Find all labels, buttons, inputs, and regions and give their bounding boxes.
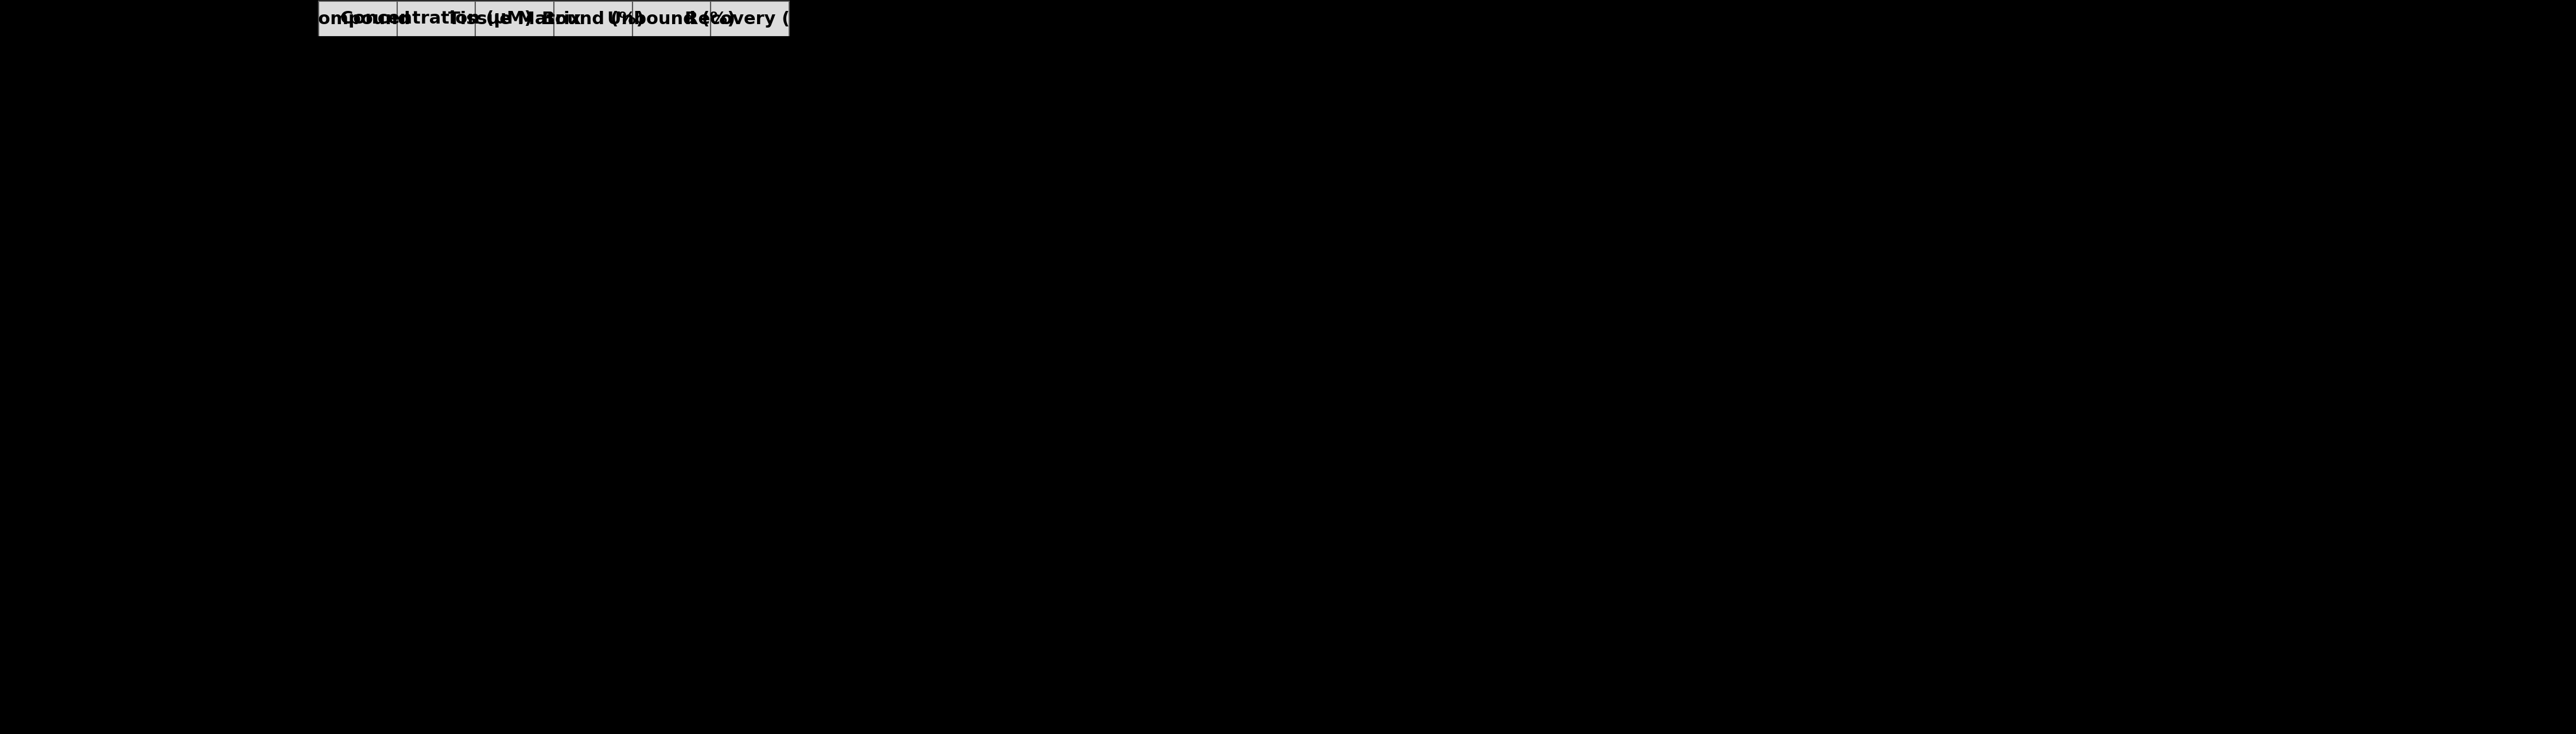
Bar (554, 117, 631, 197)
Bar (711, 117, 788, 197)
Bar (711, 197, 788, 278)
Text: Recovery (%): Recovery (%) (685, 10, 817, 27)
Bar (477, 358, 554, 439)
Text: Unbound (%): Unbound (%) (608, 10, 737, 27)
Bar (319, 1, 397, 37)
Bar (711, 37, 788, 117)
Bar (477, 37, 554, 117)
Text: Compound: Compound (307, 10, 410, 27)
Bar (397, 37, 477, 117)
Bar (319, 197, 397, 278)
Bar (554, 278, 631, 358)
Bar (319, 278, 397, 358)
Bar (397, 117, 477, 197)
Bar (711, 278, 788, 358)
Bar (319, 37, 397, 117)
Text: Concentration (μM): Concentration (μM) (340, 10, 533, 28)
Bar (631, 37, 711, 117)
Bar (631, 358, 711, 439)
Text: Tissue Matrix: Tissue Matrix (448, 10, 582, 27)
Bar (477, 1, 554, 37)
Bar (397, 278, 477, 358)
Bar (631, 117, 711, 197)
Bar (554, 1, 631, 37)
Text: Bound (%): Bound (%) (541, 10, 644, 27)
Bar (319, 358, 397, 439)
Bar (554, 197, 631, 278)
Bar (631, 278, 711, 358)
Bar (477, 117, 554, 197)
Bar (477, 278, 554, 358)
Bar (319, 117, 397, 197)
Bar (554, 37, 631, 117)
Bar (397, 197, 477, 278)
Bar (554, 358, 631, 439)
Bar (397, 358, 477, 439)
Bar (631, 197, 711, 278)
Bar (711, 358, 788, 439)
Bar (711, 1, 788, 37)
Bar (477, 197, 554, 278)
Bar (397, 1, 477, 37)
Bar (631, 1, 711, 37)
